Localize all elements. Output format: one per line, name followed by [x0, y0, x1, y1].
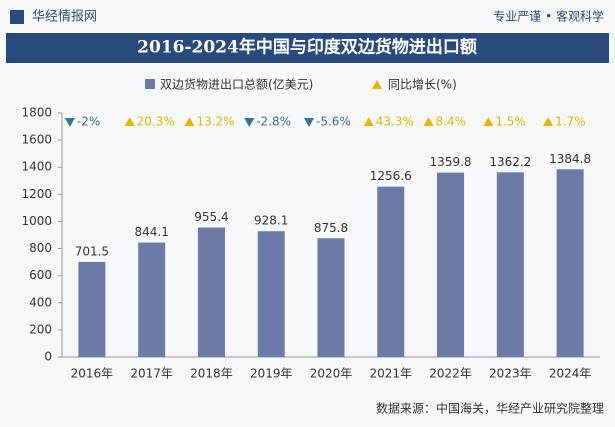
- x-tick-label: 2023年: [489, 367, 532, 381]
- chart-title: 2016-2024年中国与印度双边货物进出口额: [137, 37, 477, 58]
- value-label: 955.4: [194, 210, 228, 224]
- growth-marker: [184, 117, 195, 126]
- value-label: 875.8: [314, 221, 348, 235]
- growth-label: 13.2%: [196, 115, 234, 129]
- legend-label: 双边货物进出口总额(亿美元): [160, 77, 313, 92]
- growth-marker: [543, 117, 554, 126]
- x-tick-label: 2020年: [310, 367, 353, 381]
- value-label: 701.5: [75, 244, 109, 258]
- x-tick-label: 2022年: [429, 367, 472, 381]
- bar: [377, 186, 405, 357]
- bar: [197, 227, 225, 357]
- growth-marker: [124, 117, 135, 126]
- x-tick-label: 2018年: [190, 367, 233, 381]
- y-tick-label: 1600: [21, 133, 52, 147]
- bar: [496, 172, 524, 357]
- growth-label: 8.4%: [436, 115, 467, 129]
- bar: [78, 261, 106, 357]
- bar: [556, 169, 584, 357]
- y-tick-label: 0: [44, 350, 52, 364]
- y-tick-label: 400: [29, 295, 52, 309]
- value-label: 1359.8: [430, 155, 472, 169]
- bar: [317, 238, 345, 357]
- legend-marker: [372, 80, 382, 89]
- growth-marker: [244, 118, 255, 127]
- y-tick-label: 600: [29, 268, 52, 282]
- growth-label: 1.7%: [555, 115, 586, 129]
- bar: [437, 172, 465, 357]
- growth-marker: [483, 117, 494, 126]
- value-label: 844.1: [134, 225, 168, 239]
- y-tick-label: 1000: [21, 214, 52, 228]
- x-tick-label: 2019年: [250, 367, 293, 381]
- x-tick-label: 2021年: [370, 367, 413, 381]
- legend-marker: [145, 79, 155, 89]
- bar: [257, 231, 285, 357]
- growth-label: -2%: [77, 115, 100, 129]
- bar: [138, 242, 166, 357]
- title-bar: [6, 33, 609, 63]
- value-label: 928.1: [254, 214, 288, 228]
- value-label: 1256.6: [370, 169, 412, 183]
- growth-label: 43.3%: [376, 115, 414, 129]
- source: 数据来源：中国海关，华经产业研究院整理: [376, 401, 604, 416]
- growth-marker: [423, 117, 434, 126]
- growth-marker: [304, 118, 314, 127]
- y-tick-label: 200: [29, 322, 52, 336]
- x-tick-label: 2024年: [549, 367, 592, 381]
- value-label: 1362.2: [489, 155, 531, 169]
- y-tick-label: 1200: [21, 187, 52, 201]
- x-tick-label: 2016年: [71, 367, 114, 381]
- growth-marker: [64, 118, 75, 127]
- growth-label: 20.3%: [137, 115, 175, 129]
- growth-label: -5.6%: [316, 115, 351, 129]
- y-tick-label: 1800: [21, 106, 52, 120]
- growth-label: 1.5%: [495, 115, 526, 129]
- growth-marker: [363, 117, 374, 126]
- y-tick-label: 800: [29, 241, 52, 255]
- y-tick-label: 1400: [21, 160, 52, 174]
- logo: [10, 10, 24, 24]
- brand: 华经情报网: [32, 10, 97, 25]
- x-tick-label: 2017年: [130, 367, 173, 381]
- legend-label: 同比增长(%): [388, 78, 457, 92]
- growth-label: -2.8%: [256, 115, 291, 129]
- value-label: 1384.8: [549, 152, 591, 166]
- slogan: 专业严谨 • 客观科学: [493, 9, 604, 24]
